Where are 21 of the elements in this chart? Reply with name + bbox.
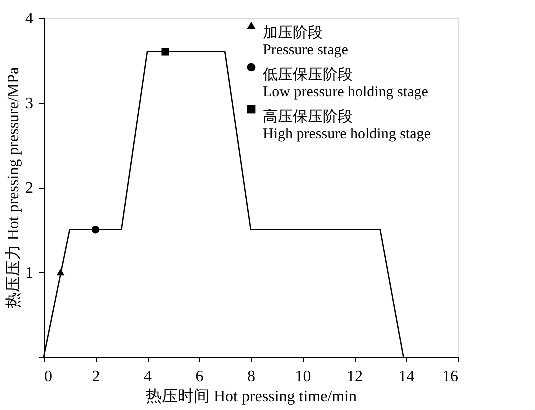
x-tick-label: 0 — [44, 368, 52, 386]
x-axis-title: 热压时间 Hot pressing time/min — [146, 388, 358, 406]
x-tick-label: 12 — [347, 368, 363, 386]
y-tick-label: 2 — [26, 180, 34, 197]
x-tick-label: 14 — [398, 368, 415, 386]
y-axis-title: 热压压力 Hot pressing pressure/MPa — [4, 67, 22, 309]
legend-label: 低压保压阶段 Low pressure holding stage — [263, 66, 429, 100]
legend-label: 高压保压阶段 High pressure holding stage — [263, 108, 432, 142]
y-tick-label: 3 — [26, 95, 34, 112]
x-tick-label: 2 — [92, 368, 100, 386]
x-tick-label: 4 — [144, 368, 152, 386]
x-tick-label: 16 — [442, 368, 458, 386]
x-tick-label: 8 — [248, 368, 256, 386]
point — [92, 226, 100, 234]
point — [56, 268, 65, 276]
x-tick-label: 10 — [295, 368, 312, 386]
y-tick-label: 1 — [26, 264, 34, 282]
x-tick-label: 6 — [196, 368, 204, 386]
y-tick-label: 4 — [26, 10, 34, 28]
point — [162, 48, 170, 56]
legend-label: 加压阶段 Pressure stage — [263, 24, 349, 58]
